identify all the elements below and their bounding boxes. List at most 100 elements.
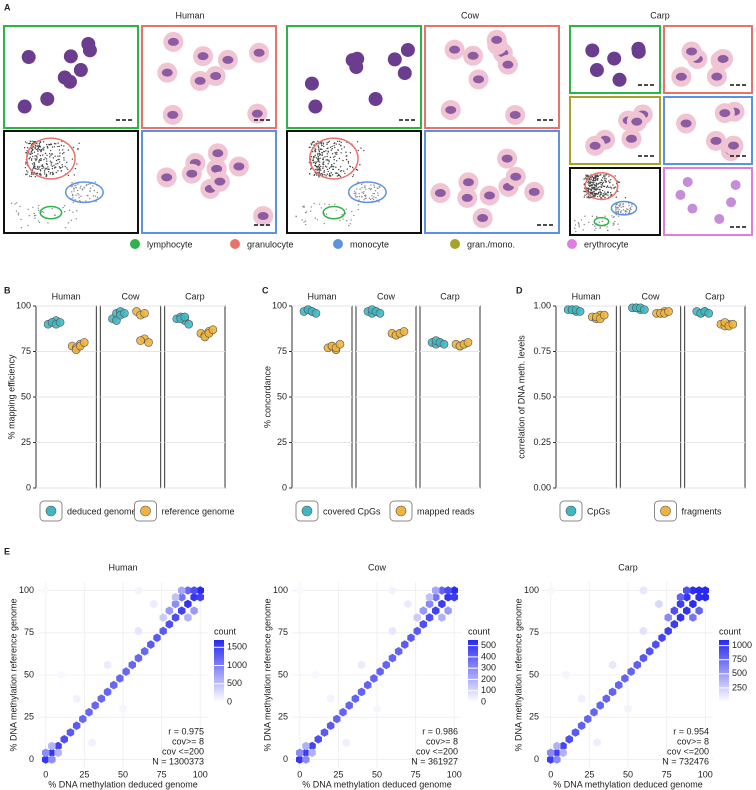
flow-dot (73, 174, 75, 176)
colorbar-tick-label: 500 (481, 640, 496, 650)
annotation: r = 0.954 (673, 726, 709, 736)
flow-dot (616, 203, 618, 205)
flow-dot (315, 168, 317, 170)
hexbin (373, 704, 381, 714)
nucleus (717, 54, 729, 63)
flow-dot (600, 193, 602, 195)
flow-dot (59, 152, 61, 154)
flow-dot (329, 173, 331, 175)
micrograph (569, 96, 661, 165)
flow-dot (609, 186, 612, 188)
flow-dot (92, 195, 95, 197)
flow-dot (606, 226, 608, 228)
flow-dot (47, 166, 49, 168)
flow-dot (319, 153, 322, 156)
flow-dot (613, 216, 615, 218)
cell (40, 91, 55, 106)
flow-dot (326, 153, 328, 155)
flow-dot (53, 164, 55, 167)
hexbin (119, 704, 127, 714)
flow-dot (360, 147, 362, 149)
flow-dot (37, 150, 39, 152)
flow-dot (85, 184, 88, 186)
flow-dot (617, 190, 619, 193)
flow-dot (350, 219, 352, 221)
flow-dot (39, 146, 42, 148)
flow-dot (75, 184, 77, 187)
flow-dot (312, 156, 315, 158)
flow-dot (364, 185, 366, 187)
flow-dot (95, 200, 97, 203)
cell (73, 63, 88, 78)
flow-dot (337, 149, 340, 151)
flow-dot (54, 155, 56, 157)
micrograph (3, 25, 139, 129)
legend-label: mapped reads (417, 506, 475, 516)
flow-dot (605, 193, 607, 196)
image-frame (663, 167, 753, 236)
legend-label: granulocyte (247, 239, 294, 249)
flow-dot (603, 178, 606, 180)
flow-dot (33, 163, 36, 165)
flow-dot (27, 208, 29, 211)
y-tick-label: 0.50 (533, 391, 551, 401)
flow-dot (58, 166, 61, 168)
annotation: cov <=200 (416, 746, 458, 756)
nucleus (675, 72, 687, 81)
flow-dot (584, 190, 586, 193)
nucleus (510, 172, 522, 181)
flow-dot (19, 205, 21, 208)
flow-dot (40, 157, 42, 160)
hexbin (72, 694, 81, 703)
flow-dot (591, 193, 593, 196)
nucleus (449, 45, 461, 54)
flow-dot (52, 157, 55, 159)
flow-dot (318, 176, 320, 178)
gate (39, 205, 63, 220)
colorbar-tick-label: 500 (732, 668, 747, 678)
hexbin (450, 586, 458, 595)
flow-dot (319, 157, 321, 160)
flow-dot (594, 177, 596, 179)
flow-dot (322, 145, 325, 148)
flow-dot (40, 150, 42, 153)
flow-dot (599, 190, 601, 192)
flow-dot (587, 180, 590, 182)
hexbin (302, 755, 310, 764)
hexbin (103, 687, 112, 697)
x-tick-label: 0 (43, 769, 48, 779)
nucleus (167, 110, 179, 119)
y-tick-label: 25 (277, 437, 287, 447)
flow-dot (338, 157, 341, 160)
flow-dot (78, 194, 80, 196)
cell (17, 99, 32, 114)
flow-dot (43, 171, 46, 173)
y-tick-label: 0.00 (533, 482, 551, 492)
flow-dot (339, 170, 342, 172)
flow-dot (26, 142, 28, 144)
legend-label: fragments (682, 506, 723, 516)
legend-label: CpGs (587, 506, 611, 516)
flow-dot (36, 142, 38, 145)
flow-dot (47, 171, 50, 173)
flow-dot (593, 188, 596, 190)
flow-dot (319, 148, 322, 151)
flow-dot (345, 158, 348, 161)
flow-dot (50, 164, 53, 166)
hexbin (547, 755, 555, 764)
nucleus (501, 154, 513, 163)
hexbin (97, 694, 106, 703)
y-tick-label: 0 (282, 482, 287, 492)
data-point (640, 305, 649, 314)
flow-dot (325, 175, 327, 177)
x-tick-label: 75 (157, 769, 167, 779)
flow-dot (45, 162, 48, 165)
flow-dot (63, 210, 66, 213)
flow-dot (345, 151, 347, 153)
flow-dot (60, 170, 62, 172)
hexbin (85, 707, 93, 717)
flow-dot (330, 172, 332, 174)
hexbin (444, 606, 452, 615)
flow-dot (608, 180, 610, 182)
flow-dot (313, 202, 315, 205)
